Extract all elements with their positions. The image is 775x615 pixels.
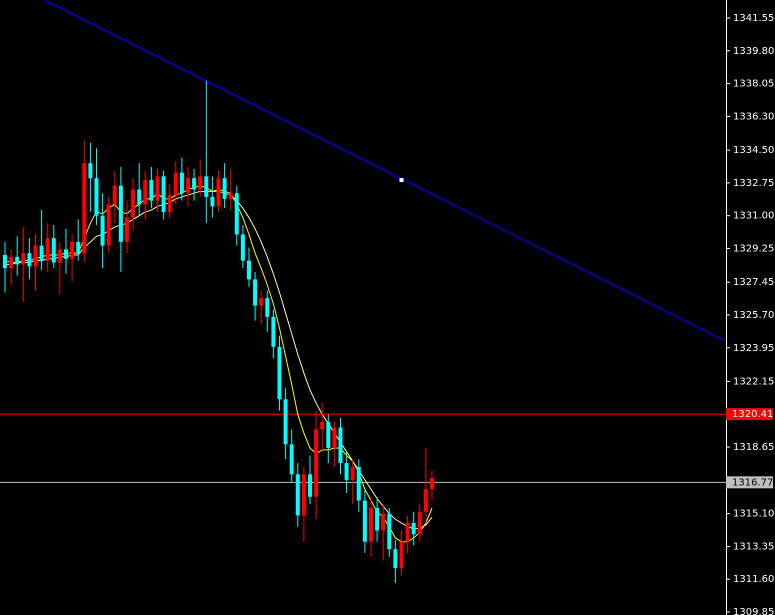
y-tick-label: 1309.85 (733, 607, 774, 615)
candle-body (307, 474, 312, 497)
candle-body (70, 241, 75, 259)
candle-body (393, 549, 398, 568)
candle-body (271, 316, 276, 347)
candle-body (246, 260, 251, 280)
candle-body (51, 238, 56, 263)
y-tick-label: 1334.50 (733, 145, 774, 156)
candle-body (124, 217, 129, 242)
candle-body (155, 176, 160, 201)
candle-body (332, 427, 337, 449)
candle-body (15, 256, 20, 265)
candle-body (417, 511, 422, 535)
candle-body (137, 189, 142, 205)
trend-line (44, 0, 727, 342)
candle-body (192, 178, 197, 190)
candle-body (234, 193, 239, 235)
y-tick-label: 1341.55 (733, 13, 774, 24)
price-label-box (726, 476, 773, 489)
candle-body (405, 522, 410, 542)
candle-body (21, 253, 26, 265)
candle-body (57, 249, 62, 263)
trend-anchor (399, 178, 404, 183)
candle-body (149, 180, 154, 201)
candle-body (295, 474, 300, 516)
y-tick-label: 1332.75 (733, 178, 774, 189)
candle-body (326, 421, 331, 449)
y-tick-label: 1338.05 (733, 79, 774, 90)
candle-body (185, 178, 190, 194)
candle-body (387, 513, 392, 550)
candle-body (9, 256, 14, 269)
candle-body (265, 298, 270, 317)
candle-body (167, 195, 172, 212)
candle-body (301, 474, 306, 516)
candle-body (82, 163, 87, 254)
candle-body (112, 185, 117, 205)
candle-body (381, 513, 386, 531)
y-tick-label: 1323.95 (733, 343, 774, 354)
candle-body (240, 234, 245, 261)
y-tick-label: 1336.30 (733, 111, 774, 122)
candle-body (283, 399, 288, 445)
candle-body (344, 463, 349, 480)
candle-body (45, 238, 50, 261)
candle-body (289, 444, 294, 475)
candle-body (118, 185, 123, 242)
candle-body (27, 253, 32, 267)
candle-body (179, 172, 184, 194)
candle-body (368, 508, 373, 542)
candle-body (411, 522, 416, 535)
candle-body (106, 204, 111, 246)
candle-body (33, 245, 38, 267)
candle-body (362, 500, 367, 542)
candle-body (314, 429, 319, 497)
y-tick-label: 1318.65 (733, 442, 774, 453)
y-tick-label: 1322.15 (733, 377, 774, 388)
candle-body (375, 508, 380, 531)
candle-body (259, 298, 264, 306)
y-tick-label: 1327.45 (733, 277, 774, 288)
candle-body (198, 176, 203, 190)
y-tick-label: 1311.60 (733, 574, 774, 585)
candle-body (173, 172, 178, 196)
candle-body (222, 178, 227, 199)
y-tick-label: 1315.10 (733, 509, 774, 520)
candle-body (88, 163, 93, 179)
candle-body (356, 466, 361, 501)
y-tick-label: 1325.70 (733, 310, 774, 321)
candle-body (338, 427, 343, 464)
candle-body (253, 279, 258, 306)
candle-body (277, 346, 282, 400)
candle-body (143, 180, 148, 205)
candle-body (423, 489, 428, 512)
candle-body (429, 478, 434, 490)
candle-body (131, 189, 136, 218)
candle-body (64, 249, 68, 259)
y-tick-label: 1331.00 (733, 211, 774, 222)
y-tick-label: 1313.35 (733, 541, 774, 552)
candle-body (320, 421, 325, 430)
candle-body (204, 176, 209, 197)
candle-body (399, 541, 404, 568)
candle-body (39, 245, 44, 261)
candle-body (100, 215, 105, 246)
price-label-box (726, 408, 773, 421)
candle-body (3, 255, 8, 269)
y-tick-label: 1329.25 (733, 243, 774, 254)
y-tick-label: 1339.80 (733, 46, 774, 57)
candle-body (228, 193, 233, 199)
candle-body (350, 466, 355, 480)
candle-body (210, 196, 215, 207)
price-label: 1320.41 (732, 409, 773, 420)
candle-body (94, 178, 99, 216)
candle-body (161, 176, 166, 212)
price-label: 1316.77 (732, 477, 773, 488)
candle-body (76, 241, 81, 254)
candle-body (216, 178, 221, 207)
